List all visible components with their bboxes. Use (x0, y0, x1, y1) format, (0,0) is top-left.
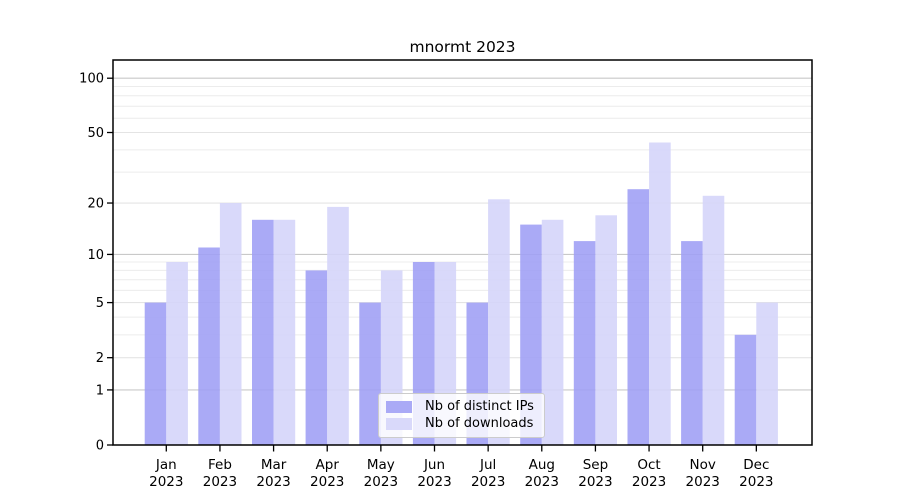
bar-downloads-aug (541, 219, 564, 445)
x-tick-year: 2023 (578, 474, 612, 490)
bar-ips-may (359, 302, 381, 445)
bar-downloads-mar (273, 219, 296, 445)
x-tick-month: May (367, 457, 395, 473)
x-axis: Jan2023Feb2023Mar2023Apr2023May2023Jun20… (149, 445, 774, 490)
x-tick-month: Oct (637, 457, 660, 473)
x-tick-month: Sep (583, 457, 608, 473)
x-tick-month: Jul (479, 457, 496, 473)
legend-label-downloads: Nb of downloads (425, 416, 534, 431)
bar-downloads-dec (756, 302, 778, 445)
x-tick-month: Aug (529, 457, 555, 473)
x-tick-year: 2023 (256, 474, 290, 490)
x-tick-year: 2023 (525, 474, 559, 490)
legend: Nb of distinct IPs Nb of downloads (378, 393, 545, 438)
y-tick-label: 1 (96, 383, 104, 398)
bar-ips-aug (520, 224, 542, 445)
x-tick-year: 2023 (471, 474, 505, 490)
x-tick-year: 2023 (310, 474, 344, 490)
y-axis: 0 1 2 5 10 20 50 100 (79, 72, 113, 454)
x-tick-year: 2023 (364, 474, 398, 490)
x-tick-month: Mar (261, 457, 287, 473)
bar-ips-dec (734, 334, 757, 445)
bar-ips-feb (198, 247, 220, 445)
legend-label-distinct-ips: Nb of distinct IPs (425, 399, 534, 414)
y-tick-label: 0 (96, 439, 104, 454)
x-tick-month: Dec (743, 457, 769, 473)
bar-downloads-jan (166, 262, 188, 445)
bar-downloads-feb (219, 203, 242, 445)
y-tick-label: 20 (87, 197, 104, 212)
bar-downloads-jul (488, 199, 510, 445)
y-tick-label: 5 (96, 296, 104, 311)
bar-ips-oct (627, 189, 650, 445)
x-tick-year: 2023 (686, 474, 720, 490)
y-tick-label: 10 (87, 248, 104, 263)
bar-downloads-nov (702, 195, 725, 445)
x-tick-year: 2023 (739, 474, 773, 490)
bar-downloads-sep (595, 215, 617, 445)
bar-ips-sep (573, 241, 596, 445)
legend-swatch-distinct-ips (386, 401, 412, 413)
legend-item-distinct-ips: Nb of distinct IPs (386, 399, 536, 415)
legend-item-downloads: Nb of downloads (386, 416, 536, 432)
bar-ips-apr (305, 270, 328, 445)
y-tick-label: 50 (87, 126, 104, 141)
x-tick-month: Nov (690, 457, 716, 473)
bar-ips-mar (252, 219, 274, 445)
x-tick-month: Jan (155, 457, 177, 473)
axes-frame (112, 59, 813, 446)
x-tick-month: Apr (316, 457, 340, 473)
chart-title: mnormt 2023 (409, 38, 516, 56)
y-tick-label: 2 (96, 351, 104, 366)
bar-ips-nov (681, 241, 703, 445)
x-tick-month: Feb (208, 457, 232, 473)
x-tick-year: 2023 (149, 474, 183, 490)
bar-downloads-apr (327, 206, 349, 445)
legend-swatch-downloads (386, 418, 412, 430)
x-tick-year: 2023 (632, 474, 666, 490)
bar-downloads-oct (649, 142, 671, 445)
x-tick-year: 2023 (417, 474, 451, 490)
x-tick-year: 2023 (203, 474, 237, 490)
x-tick-month: Jun (423, 457, 445, 473)
y-tick-label: 100 (79, 72, 104, 87)
bar-ips-jan (144, 302, 167, 445)
